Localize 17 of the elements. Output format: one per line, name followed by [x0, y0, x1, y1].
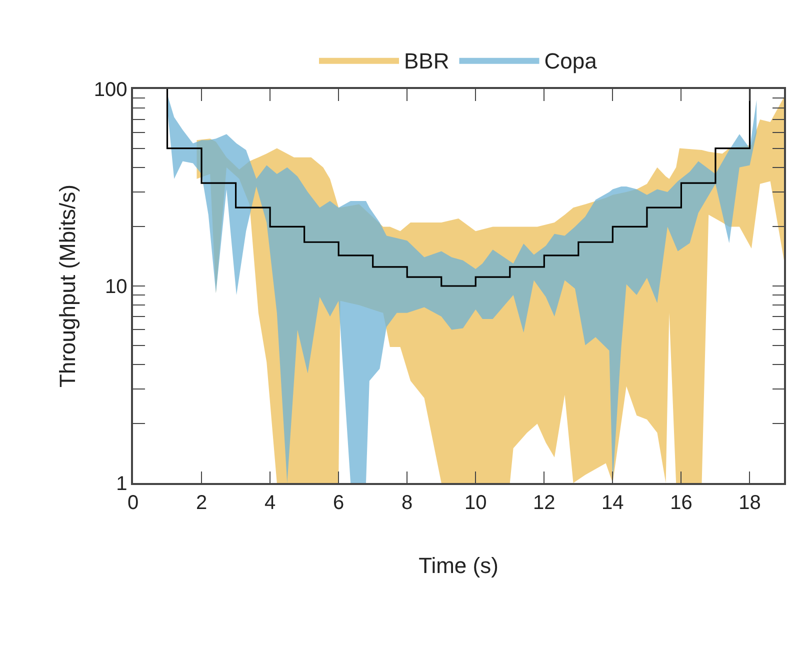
x-tick-label: 2 — [196, 492, 208, 514]
x-axis-title: Time (s) — [418, 553, 498, 578]
y-axis-title: Throughput (Mbits/s) — [55, 184, 80, 388]
x-tick-label: 0 — [127, 492, 139, 514]
legend-label: BBR — [404, 48, 450, 74]
x-tick-label: 14 — [602, 492, 624, 514]
legend-label: Copa — [544, 48, 598, 74]
x-tick-label: 18 — [738, 492, 761, 514]
y-tick-label: 1 — [116, 473, 128, 495]
y-tick-label: 10 — [105, 276, 128, 298]
x-tick-label: 6 — [333, 492, 344, 514]
x-tick-label: 4 — [264, 492, 276, 514]
x-tick-label: 12 — [533, 492, 556, 514]
y-tick-label: 100 — [94, 79, 128, 101]
x-tick-label: 16 — [670, 492, 692, 514]
x-tick-label: 8 — [402, 492, 413, 514]
x-tick-label: 10 — [464, 492, 487, 514]
